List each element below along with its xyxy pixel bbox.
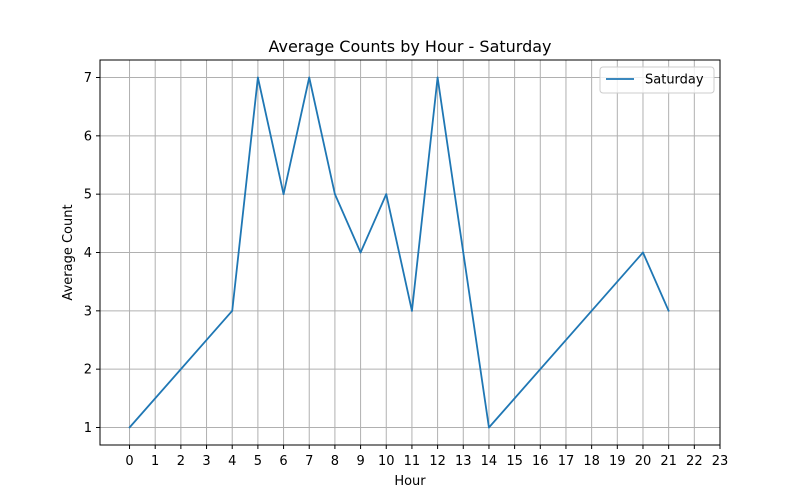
x-tick-label: 6 xyxy=(279,454,287,469)
x-tick-label: 12 xyxy=(429,454,446,469)
data-point xyxy=(642,251,644,254)
y-tick-label: 4 xyxy=(84,246,92,261)
data-point xyxy=(385,193,388,196)
data-point xyxy=(256,76,259,79)
x-tick-label: 18 xyxy=(583,454,600,469)
data-point xyxy=(282,193,285,196)
y-tick-label: 6 xyxy=(84,129,92,144)
data-point xyxy=(359,251,362,254)
x-tick-label: 23 xyxy=(712,454,729,469)
x-tick-label: 13 xyxy=(455,454,472,469)
x-tick-label: 1 xyxy=(151,454,159,469)
data-point xyxy=(231,309,234,312)
x-tick-label: 17 xyxy=(558,454,575,469)
x-tick-label: 5 xyxy=(254,454,262,469)
data-point xyxy=(436,76,439,79)
x-tick-label: 16 xyxy=(532,454,549,469)
x-tick-label: 11 xyxy=(404,454,421,469)
y-tick-label: 1 xyxy=(84,421,92,436)
x-tick-label: 3 xyxy=(202,454,210,469)
data-point xyxy=(488,426,490,429)
y-tick-label: 2 xyxy=(84,363,92,378)
y-axis-ticks: 1 2 3 4 5 6 7 xyxy=(84,71,100,436)
series-layer xyxy=(128,76,670,429)
y-axis-label: Average Count xyxy=(61,204,76,300)
x-axis-label: Hour xyxy=(394,474,426,489)
legend: Saturday xyxy=(599,66,715,94)
data-point xyxy=(128,426,131,429)
chart-title: Average Counts by Hour - Saturday xyxy=(268,37,551,56)
x-tick-label: 22 xyxy=(686,454,703,469)
x-tick-label: 15 xyxy=(506,454,523,469)
x-tick-label: 0 xyxy=(125,454,133,469)
data-point xyxy=(334,193,336,196)
data-point xyxy=(411,309,413,312)
x-tick-label: 21 xyxy=(660,454,677,469)
data-point xyxy=(667,309,670,312)
x-tick-label: 20 xyxy=(635,454,652,469)
x-tick-label: 8 xyxy=(331,454,339,469)
x-tick-label: 4 xyxy=(228,454,236,469)
x-axis-ticks: 0 1 2 3 4 5 6 7 8 9 10 11 12 13 14 15 16 17 18 19 20 21 22 23 xyxy=(125,445,728,469)
y-tick-label: 5 xyxy=(84,188,92,203)
legend-label: Saturday xyxy=(645,73,704,88)
y-tick-label: 7 xyxy=(84,71,92,86)
x-tick-label: 14 xyxy=(481,454,498,469)
data-point xyxy=(308,76,311,79)
legend-box xyxy=(599,66,715,94)
x-tick-label: 10 xyxy=(378,454,395,469)
x-tick-label: 19 xyxy=(609,454,626,469)
x-tick-label: 9 xyxy=(356,454,364,469)
grid-lines xyxy=(100,60,721,445)
y-tick-label: 3 xyxy=(84,304,92,319)
x-tick-label: 7 xyxy=(305,454,313,469)
x-tick-label: 2 xyxy=(177,454,185,469)
